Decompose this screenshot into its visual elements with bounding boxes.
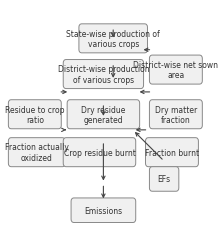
FancyBboxPatch shape [71, 198, 136, 223]
FancyBboxPatch shape [67, 100, 140, 129]
FancyBboxPatch shape [63, 138, 136, 167]
Text: District-wise production
of various crops: District-wise production of various crop… [58, 65, 149, 84]
Text: District-wise net sown
area: District-wise net sown area [133, 61, 218, 80]
Text: Emissions: Emissions [84, 206, 122, 215]
Text: Dry residue
generated: Dry residue generated [81, 105, 126, 124]
Text: Fraction actually
oxidized: Fraction actually oxidized [5, 143, 69, 162]
FancyBboxPatch shape [149, 56, 202, 85]
Text: Residue to crop
ratio: Residue to crop ratio [5, 105, 65, 124]
FancyBboxPatch shape [8, 100, 61, 129]
Text: Dry matter
fraction: Dry matter fraction [155, 105, 197, 124]
Text: EFs: EFs [158, 175, 171, 184]
FancyBboxPatch shape [146, 138, 198, 167]
Text: State-wise production of
various crops: State-wise production of various crops [66, 29, 160, 49]
FancyBboxPatch shape [149, 167, 179, 191]
FancyBboxPatch shape [149, 100, 202, 129]
FancyBboxPatch shape [79, 25, 147, 54]
FancyBboxPatch shape [8, 138, 65, 167]
Text: Crop residue burnt: Crop residue burnt [64, 148, 135, 157]
FancyBboxPatch shape [63, 60, 144, 89]
Text: Fraction burnt: Fraction burnt [145, 148, 199, 157]
